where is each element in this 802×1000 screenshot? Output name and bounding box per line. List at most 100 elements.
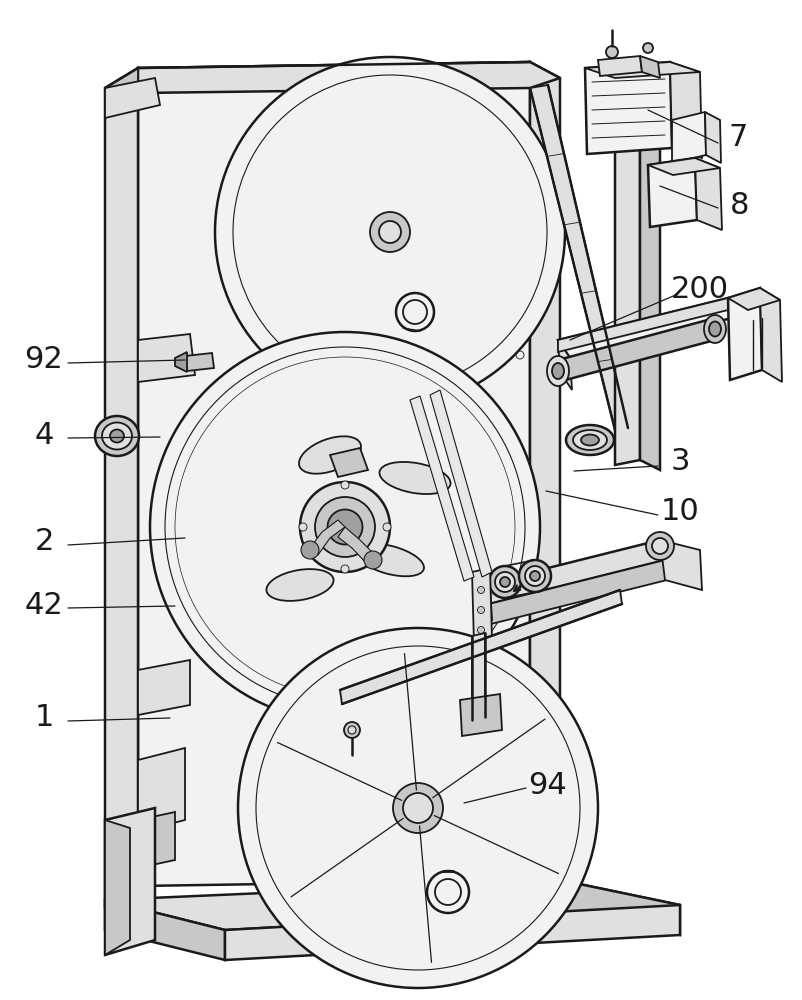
Text: 1: 1: [34, 704, 54, 732]
Polygon shape: [560, 880, 680, 935]
Polygon shape: [138, 660, 190, 715]
Polygon shape: [138, 62, 530, 886]
Polygon shape: [598, 56, 642, 76]
Ellipse shape: [709, 322, 721, 336]
Circle shape: [299, 523, 307, 531]
Ellipse shape: [327, 510, 363, 544]
Polygon shape: [138, 812, 175, 868]
Ellipse shape: [300, 482, 390, 572]
Ellipse shape: [547, 356, 569, 386]
Ellipse shape: [315, 497, 375, 557]
Ellipse shape: [102, 422, 132, 450]
Ellipse shape: [525, 566, 545, 586]
Text: 10: 10: [661, 497, 699, 526]
Polygon shape: [105, 900, 225, 960]
Circle shape: [516, 596, 524, 604]
Polygon shape: [530, 62, 560, 894]
Polygon shape: [640, 100, 660, 470]
Circle shape: [291, 477, 298, 484]
Polygon shape: [705, 112, 721, 163]
Polygon shape: [760, 288, 782, 382]
Polygon shape: [310, 520, 345, 555]
Ellipse shape: [495, 572, 515, 592]
Ellipse shape: [299, 436, 361, 474]
Circle shape: [383, 523, 391, 531]
Polygon shape: [460, 694, 502, 736]
Text: 4: 4: [34, 420, 54, 450]
Polygon shape: [430, 390, 492, 577]
Polygon shape: [728, 288, 762, 380]
Circle shape: [425, 535, 435, 545]
Polygon shape: [330, 448, 368, 477]
Circle shape: [341, 565, 349, 573]
Polygon shape: [585, 62, 700, 78]
Polygon shape: [672, 112, 706, 163]
Polygon shape: [225, 905, 680, 960]
Polygon shape: [558, 318, 715, 382]
Circle shape: [364, 551, 382, 569]
Polygon shape: [410, 396, 474, 581]
Polygon shape: [480, 540, 665, 605]
Circle shape: [430, 455, 440, 465]
Ellipse shape: [150, 332, 540, 722]
Circle shape: [477, 606, 484, 613]
Ellipse shape: [500, 577, 510, 587]
Ellipse shape: [215, 57, 565, 407]
Circle shape: [425, 725, 435, 735]
Polygon shape: [338, 527, 375, 565]
Circle shape: [344, 722, 360, 738]
Ellipse shape: [379, 462, 451, 494]
Polygon shape: [728, 288, 780, 310]
Polygon shape: [105, 880, 680, 930]
Text: 3: 3: [670, 448, 690, 477]
Ellipse shape: [95, 416, 139, 456]
Circle shape: [301, 541, 319, 559]
Polygon shape: [648, 158, 697, 227]
Ellipse shape: [489, 566, 521, 598]
Text: 200: 200: [671, 275, 729, 304]
Text: 94: 94: [529, 770, 567, 800]
Circle shape: [286, 456, 294, 464]
Polygon shape: [105, 68, 138, 113]
Ellipse shape: [530, 571, 540, 581]
Circle shape: [516, 696, 524, 704]
Text: 42: 42: [25, 590, 63, 619]
Polygon shape: [105, 78, 160, 118]
Polygon shape: [340, 590, 622, 704]
Circle shape: [286, 386, 294, 393]
Polygon shape: [105, 820, 130, 955]
Polygon shape: [558, 298, 740, 358]
Ellipse shape: [393, 783, 443, 833]
Text: 8: 8: [731, 190, 750, 220]
Circle shape: [348, 726, 356, 734]
Ellipse shape: [356, 544, 424, 576]
Circle shape: [289, 436, 295, 444]
Polygon shape: [105, 68, 138, 906]
Polygon shape: [530, 85, 628, 430]
Circle shape: [516, 446, 524, 454]
Circle shape: [341, 481, 349, 489]
Circle shape: [425, 635, 435, 645]
Ellipse shape: [403, 793, 433, 823]
Text: 92: 92: [25, 346, 63, 374]
Ellipse shape: [704, 315, 726, 343]
Ellipse shape: [566, 425, 614, 455]
Polygon shape: [105, 808, 155, 955]
Polygon shape: [485, 560, 667, 625]
Circle shape: [425, 375, 435, 385]
Polygon shape: [185, 353, 214, 371]
Circle shape: [425, 345, 435, 355]
Polygon shape: [670, 62, 702, 158]
Polygon shape: [640, 56, 660, 78]
Ellipse shape: [573, 430, 607, 450]
Circle shape: [477, 626, 484, 634]
Polygon shape: [472, 633, 485, 720]
Ellipse shape: [110, 430, 124, 442]
Polygon shape: [138, 748, 185, 832]
Ellipse shape: [238, 628, 598, 988]
Ellipse shape: [266, 569, 334, 601]
Polygon shape: [615, 100, 640, 465]
Circle shape: [643, 43, 653, 53]
Circle shape: [477, 586, 484, 593]
Circle shape: [291, 412, 298, 418]
